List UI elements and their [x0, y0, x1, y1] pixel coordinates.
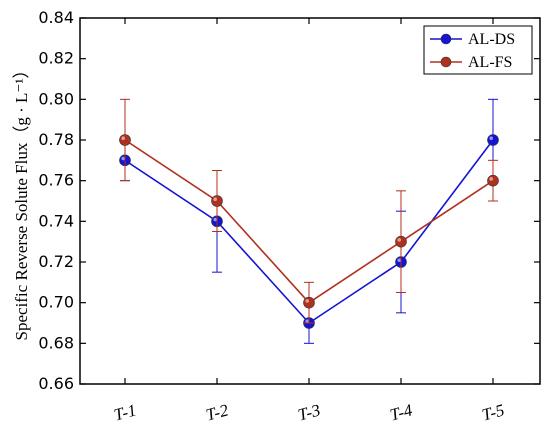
y-tick-label: 0.70 — [38, 293, 74, 312]
y-tick-label: 0.84 — [38, 8, 74, 27]
legend-marker — [440, 33, 452, 45]
data-point — [119, 134, 131, 146]
data-point-highlight — [213, 217, 217, 222]
data-point-highlight — [397, 238, 402, 242]
x-tick-label: T-2 — [204, 400, 231, 424]
y-tick-label: 0.80 — [38, 89, 74, 108]
data-point-highlight — [489, 136, 494, 140]
y-tick-label: 0.66 — [38, 374, 74, 393]
y-tick-label: 0.76 — [38, 171, 74, 190]
x-tick-label: T-4 — [388, 400, 415, 424]
data-point-highlight — [121, 136, 125, 140]
y-axis-label: Specific Reverse Solute Flux（g · L⁻¹） — [12, 62, 31, 341]
series-al-fs — [119, 98, 499, 324]
data-point — [303, 296, 315, 309]
data-point — [487, 174, 499, 187]
y-tick-label: 0.74 — [38, 211, 74, 230]
legend-label: AL-DS — [468, 31, 515, 48]
legend-marker — [440, 56, 452, 68]
x-axis-ticks: T-1 T-2 T-3 T-4 T-5 — [112, 18, 507, 425]
legend-box — [423, 25, 533, 75]
y-tick-label: 0.72 — [38, 252, 74, 271]
series-layer — [119, 98, 499, 344]
legend: AL-DS AL-FS — [423, 25, 533, 75]
y-axis-ticks: 0.66 0.68 0.70 0.72 0.74 0.76 0.78 0.80 0.82 0.84 — [38, 8, 540, 393]
x-tick-label: T-3 — [296, 400, 323, 424]
legend-label: AL-FS — [468, 54, 512, 71]
data-point — [487, 134, 499, 146]
data-point — [211, 195, 223, 207]
data-point — [395, 235, 407, 248]
y-tick-label: 0.82 — [38, 49, 74, 68]
plot-frame — [79, 17, 541, 385]
data-point-highlight — [397, 258, 402, 263]
series-line — [124, 139, 494, 304]
x-tick-label: T-1 — [112, 400, 139, 424]
data-point-highlight — [213, 197, 217, 201]
data-point-highlight — [489, 177, 494, 181]
data-point-highlight — [121, 156, 125, 161]
y-tick-label: 0.68 — [38, 333, 74, 352]
data-point-highlight — [305, 319, 310, 324]
x-tick-label: T-5 — [480, 400, 507, 424]
data-point-highlight — [305, 299, 310, 303]
y-tick-label: 0.78 — [38, 130, 74, 149]
